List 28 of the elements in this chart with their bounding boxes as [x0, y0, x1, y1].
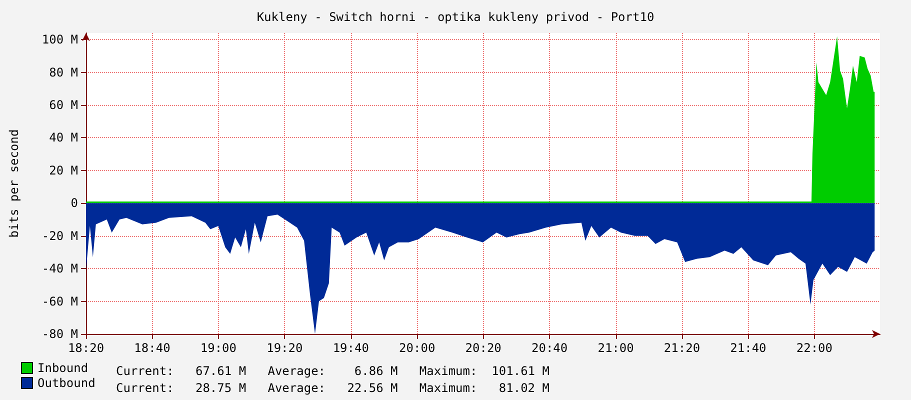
y-tick-label: -60 M	[42, 294, 78, 308]
x-tick-label: 22:00	[796, 341, 833, 355]
x-tick-label: 19:00	[200, 341, 237, 355]
x-tick-label: 20:20	[465, 341, 502, 355]
x-tick-label: 20:00	[399, 341, 436, 355]
chart-title: Kukleny - Switch horni - optika kukleny privod - Port10	[256, 10, 654, 24]
text: Current: 28.75 M Average: 22.56 M Maximum: 81.02 M	[116, 381, 550, 395]
legend-label: Inbound	[38, 361, 88, 375]
y-tick-label: -40 M	[42, 262, 78, 276]
y-tick-label: -20 M	[42, 228, 78, 243]
x-tick-label: 19:20	[266, 341, 303, 355]
y-tick-label: 0	[70, 196, 78, 210]
y-tick-label: -80 M	[42, 327, 78, 341]
y-tick-label: 40 M	[49, 130, 78, 145]
y-axis-title: bits per second	[7, 129, 21, 238]
x-tick-label: 18:20	[68, 341, 104, 355]
x-tick-label: 21:20	[664, 341, 700, 355]
text: Current: 67.61 M Average: 6.86 M Maximum: 101.61 M	[116, 364, 550, 378]
y-tick-label: 80 M	[49, 65, 78, 80]
x-tick-label: 21:40	[730, 341, 766, 355]
x-tick-label: 18:40	[134, 341, 170, 355]
legend-label: Outbound	[38, 376, 96, 390]
x-tick-label: 19:40	[332, 341, 369, 355]
y-tick-label: 100 M	[42, 32, 78, 47]
y-tick-label: 20 M	[49, 163, 78, 178]
x-tick-label: 20:40	[532, 341, 568, 355]
x-tick-label: 21:00	[598, 341, 634, 355]
y-tick-label: 60 M	[49, 98, 78, 112]
